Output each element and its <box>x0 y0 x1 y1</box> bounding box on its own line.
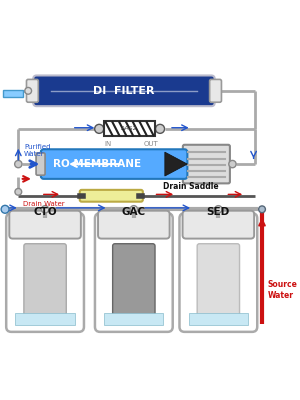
Text: DI  FILTER: DI FILTER <box>93 86 155 96</box>
FancyBboxPatch shape <box>41 149 188 179</box>
Circle shape <box>229 160 236 168</box>
Circle shape <box>215 206 222 213</box>
Text: Purified
Water: Purified Water <box>24 144 50 157</box>
Text: AAS2: AAS2 <box>122 126 138 131</box>
Circle shape <box>15 188 22 195</box>
FancyBboxPatch shape <box>80 190 143 202</box>
Circle shape <box>95 124 104 133</box>
Bar <box>104 313 164 324</box>
FancyBboxPatch shape <box>9 211 81 238</box>
Text: SED: SED <box>207 207 230 217</box>
Bar <box>189 313 248 324</box>
Text: Drain Saddle: Drain Saddle <box>164 182 219 191</box>
FancyBboxPatch shape <box>183 211 254 238</box>
Text: CTO: CTO <box>33 207 57 217</box>
Text: Source
Water: Source Water <box>268 280 298 300</box>
Bar <box>16 313 75 324</box>
FancyBboxPatch shape <box>24 244 66 322</box>
Text: GAC: GAC <box>122 207 146 217</box>
Bar <box>104 121 155 136</box>
Circle shape <box>259 206 266 213</box>
FancyBboxPatch shape <box>95 213 173 332</box>
Circle shape <box>130 206 137 213</box>
Text: Drain Water: Drain Water <box>22 202 64 208</box>
FancyBboxPatch shape <box>36 153 45 175</box>
Polygon shape <box>165 152 188 176</box>
Text: OUT: OUT <box>143 141 158 147</box>
Text: RO MEMBRANE: RO MEMBRANE <box>53 159 141 169</box>
FancyBboxPatch shape <box>210 80 221 102</box>
Circle shape <box>155 124 164 133</box>
FancyBboxPatch shape <box>26 80 38 102</box>
FancyBboxPatch shape <box>179 213 257 332</box>
Circle shape <box>41 206 49 213</box>
FancyBboxPatch shape <box>33 76 215 106</box>
FancyBboxPatch shape <box>6 213 84 332</box>
FancyBboxPatch shape <box>183 145 230 183</box>
FancyBboxPatch shape <box>197 244 239 322</box>
Text: IN: IN <box>105 141 112 147</box>
Circle shape <box>1 205 9 213</box>
FancyBboxPatch shape <box>98 211 170 238</box>
Circle shape <box>15 160 22 168</box>
Bar <box>3 90 22 97</box>
Circle shape <box>25 88 32 94</box>
FancyBboxPatch shape <box>112 244 155 322</box>
